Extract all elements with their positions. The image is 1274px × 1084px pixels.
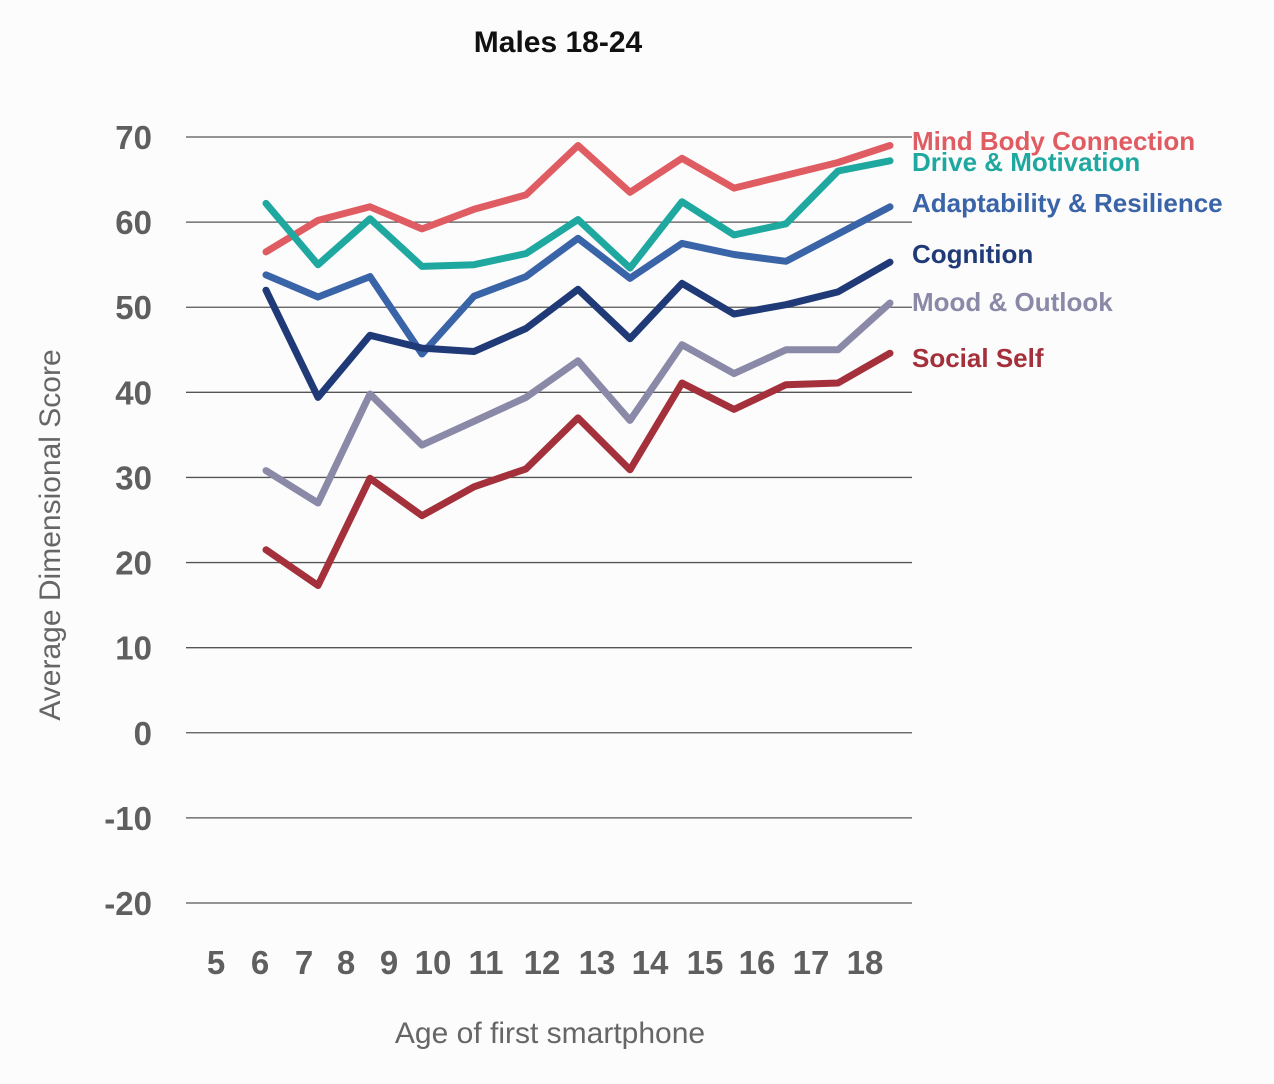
x-tick-label: 15 — [687, 944, 724, 981]
x-tick-label: 7 — [295, 944, 313, 981]
legend-label: Adaptability & Resilience — [912, 188, 1223, 218]
legend-label: Mood & Outlook — [912, 287, 1113, 317]
x-axis-label: Age of first smartphone — [395, 1017, 705, 1050]
y-tick-label: -20 — [104, 885, 152, 922]
chart-title: Males 18-24 — [474, 26, 643, 59]
series-line-adaptability-resilience — [262, 203, 894, 358]
series-lines — [262, 142, 894, 589]
x-tick-labels: 5 6 7 8 9 10 11 12 13 14 15 16 17 18 — [207, 944, 884, 981]
series-line-social-self — [262, 349, 894, 589]
series-line-cognition — [262, 258, 894, 401]
y-tick-labels: -20 -10 0 10 20 30 40 50 60 70 — [104, 119, 152, 922]
series-line-mind-body-connection — [262, 142, 894, 256]
y-tick-label: 0 — [134, 715, 152, 752]
y-tick-label: 20 — [115, 545, 152, 582]
legend-label: Mind Body Connection — [912, 126, 1195, 156]
x-tick-label: 16 — [739, 944, 776, 981]
x-tick-label: 12 — [524, 944, 561, 981]
x-tick-label: 6 — [251, 944, 269, 981]
x-tick-label: 13 — [579, 944, 616, 981]
y-tick-label: 70 — [115, 119, 152, 156]
series-line-mood-outlook — [262, 299, 894, 507]
legend-label: Social Self — [912, 343, 1044, 373]
y-tick-label: -10 — [104, 800, 152, 837]
legend-label: Drive & Motivation — [912, 147, 1140, 177]
y-axis-label: Average Dimensional Score — [34, 349, 67, 720]
x-tick-label: 5 — [207, 944, 225, 981]
x-tick-label: 8 — [337, 944, 355, 981]
x-tick-label: 17 — [793, 944, 830, 981]
y-tick-label: 50 — [115, 289, 152, 326]
x-tick-label: 18 — [847, 944, 884, 981]
x-tick-label: 14 — [632, 944, 669, 981]
x-tick-label: 10 — [415, 944, 452, 981]
x-tick-label: 9 — [380, 944, 398, 981]
y-tick-label: 40 — [115, 374, 152, 411]
y-tick-label: 10 — [115, 630, 152, 667]
legend-label: Cognition — [912, 239, 1033, 269]
gridlines — [186, 136, 912, 904]
series-line-drive-motivation — [262, 157, 894, 272]
y-tick-label: 60 — [115, 204, 152, 241]
y-tick-label: 30 — [115, 459, 152, 496]
x-tick-label: 11 — [469, 944, 504, 981]
